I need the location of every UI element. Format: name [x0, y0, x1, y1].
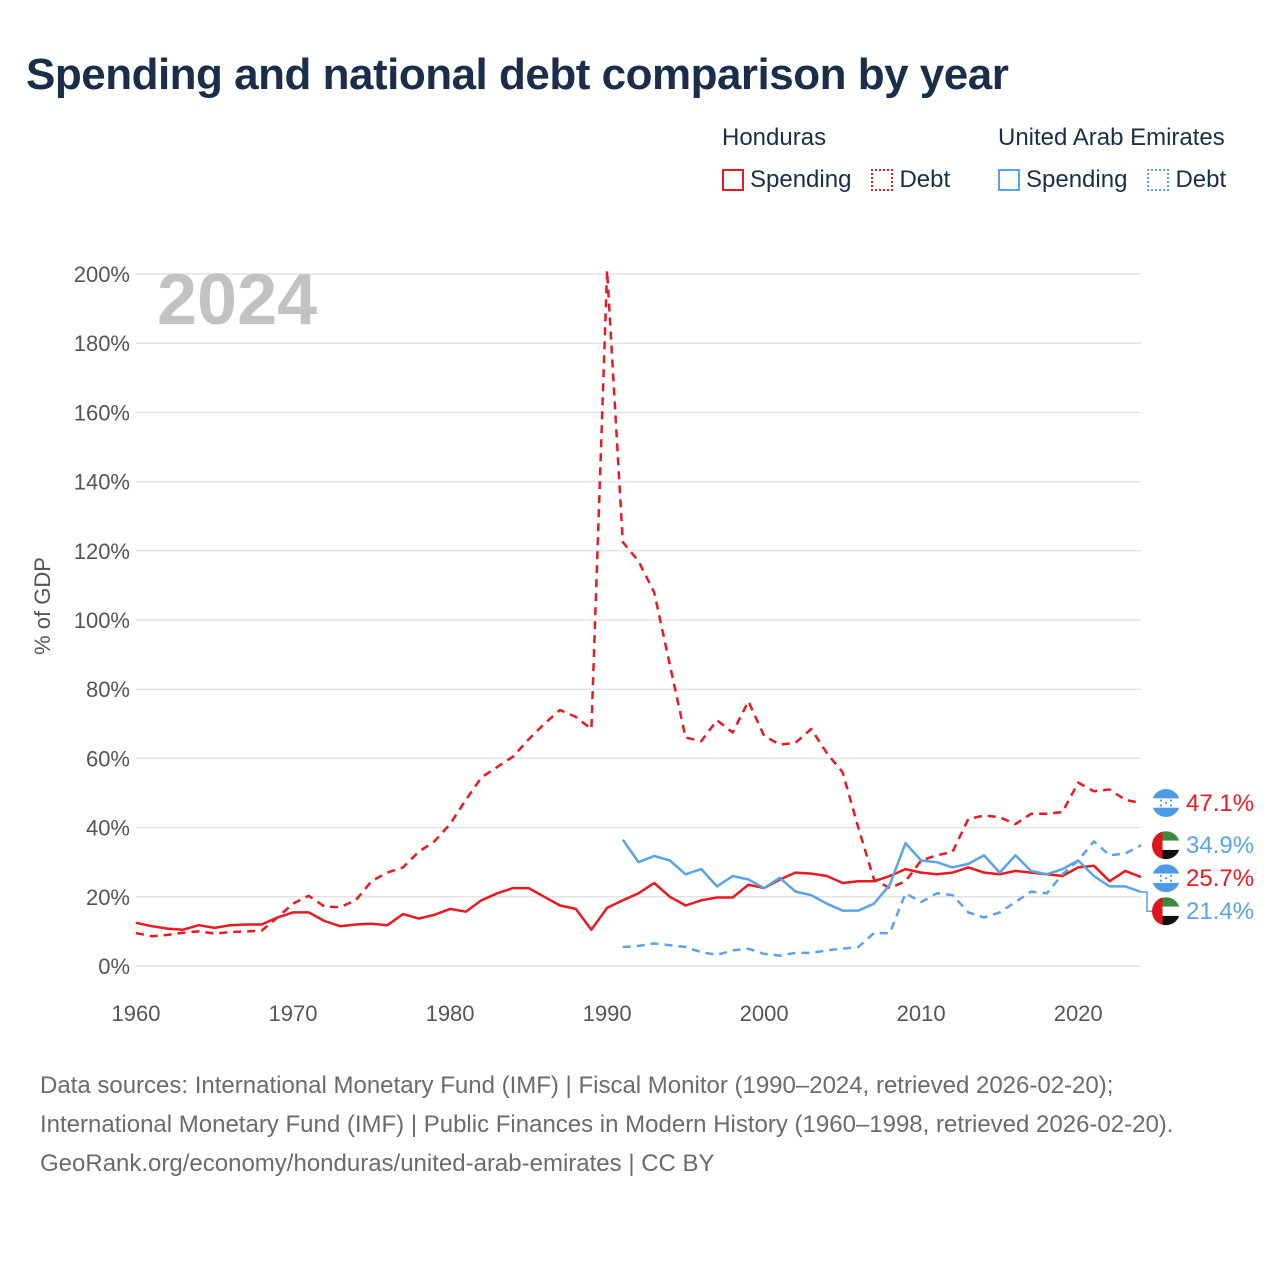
legend-swatch-honduras-spending — [722, 169, 744, 191]
series-line-united-arab-emirates-debt[interactable] — [622, 840, 1142, 957]
legend-label-uae-spending: Spending — [1026, 166, 1128, 193]
legend-swatch-honduras-debt — [871, 169, 894, 191]
series-line-united-arab-emirates-spending[interactable] — [621, 838, 1142, 912]
y-tick-label: 80% — [86, 677, 130, 702]
y-tick-label: 160% — [74, 400, 130, 425]
end-label-value: 25.7% — [1186, 865, 1254, 892]
honduras-flag-icon — [1152, 864, 1180, 893]
y-axis-ticks: 0% 20% 40% 60% 80% 100% 120% 140% 160% 180% 200% — [74, 262, 130, 979]
end-label-value: 34.9% — [1186, 832, 1254, 859]
gridlines — [136, 273, 1141, 967]
y-tick-label: 40% — [86, 816, 130, 841]
end-label-honduras-spending: 25.7% — [1152, 864, 1254, 893]
end-labels: 47.1% 34.9% 25.7% 21.4% — [1141, 789, 1254, 926]
uae-flag-icon — [1152, 897, 1180, 926]
legend-key-honduras-spending[interactable]: Spending — [722, 166, 851, 194]
legend-country-honduras: Honduras — [722, 124, 827, 151]
line-chart: 2024 % of GDP 0% 20% 40% 60% 80% 100% 120% 140%… — [30, 260, 1254, 1026]
end-label-united-arab-emirates-debt: 34.9% — [1152, 831, 1254, 860]
series-lines — [135, 269, 1142, 957]
year-watermark: 2024 — [157, 260, 317, 340]
x-tick-label: 2020 — [1054, 1001, 1103, 1026]
legend-swatch-uae-debt — [1147, 169, 1170, 191]
y-axis-label: % of GDP — [30, 557, 55, 655]
legend-label-honduras-spending: Spending — [750, 166, 852, 193]
credit-link[interactable]: GeoRank.org/economy/honduras/united-arab… — [40, 1150, 715, 1177]
honduras-flag-icon — [1152, 789, 1180, 818]
x-tick-label: 2000 — [740, 1001, 789, 1026]
end-label-value: 47.1% — [1186, 790, 1254, 817]
series-line-honduras-debt[interactable] — [135, 269, 1142, 938]
chart-title: Spending and national debt comparison by… — [26, 50, 1009, 99]
x-tick-label: 2010 — [897, 1001, 946, 1026]
uae-flag-icon — [1152, 831, 1180, 860]
y-tick-label: 20% — [86, 885, 130, 910]
legend-label-honduras-debt: Debt — [899, 166, 951, 193]
x-tick-label: 1980 — [426, 1001, 475, 1026]
end-label-connector — [1141, 891, 1152, 912]
end-label-united-arab-emirates-spending: 21.4% — [1141, 891, 1254, 926]
y-tick-label: 100% — [74, 608, 130, 633]
end-label-value: 21.4% — [1186, 898, 1254, 925]
y-tick-label: 0% — [98, 954, 130, 979]
legend-uae: United Arab Emirates Spending Debt — [998, 124, 1246, 194]
data-sources: Data sources: International Monetary Fun… — [40, 1072, 1174, 1138]
x-tick-label: 1970 — [269, 1001, 318, 1026]
x-tick-label: 1990 — [583, 1001, 632, 1026]
x-axis-ticks: 1960 1970 1980 1990 2000 2010 2020 — [112, 1001, 1103, 1026]
legend-key-uae-spending[interactable]: Spending — [998, 166, 1127, 194]
legend-key-uae-debt[interactable]: Debt — [1147, 166, 1226, 194]
series-line-honduras-spending[interactable] — [135, 864, 1142, 931]
legend-country-uae: United Arab Emirates — [998, 124, 1225, 151]
y-tick-label: 120% — [74, 539, 130, 564]
y-tick-label: 180% — [74, 331, 130, 356]
y-tick-label: 140% — [74, 470, 130, 495]
legend-label-uae-debt: Debt — [1175, 166, 1227, 193]
y-tick-label: 200% — [74, 262, 130, 287]
footer: Data sources: International Monetary Fun… — [40, 1066, 1240, 1183]
legend-key-honduras-debt[interactable]: Debt — [871, 166, 950, 194]
legend-honduras: Honduras Spending Debt — [722, 124, 970, 194]
legend-swatch-uae-spending — [998, 169, 1020, 191]
end-label-honduras-debt: 47.1% — [1152, 789, 1254, 818]
y-tick-label: 60% — [86, 746, 130, 771]
x-tick-label: 1960 — [112, 1001, 161, 1026]
